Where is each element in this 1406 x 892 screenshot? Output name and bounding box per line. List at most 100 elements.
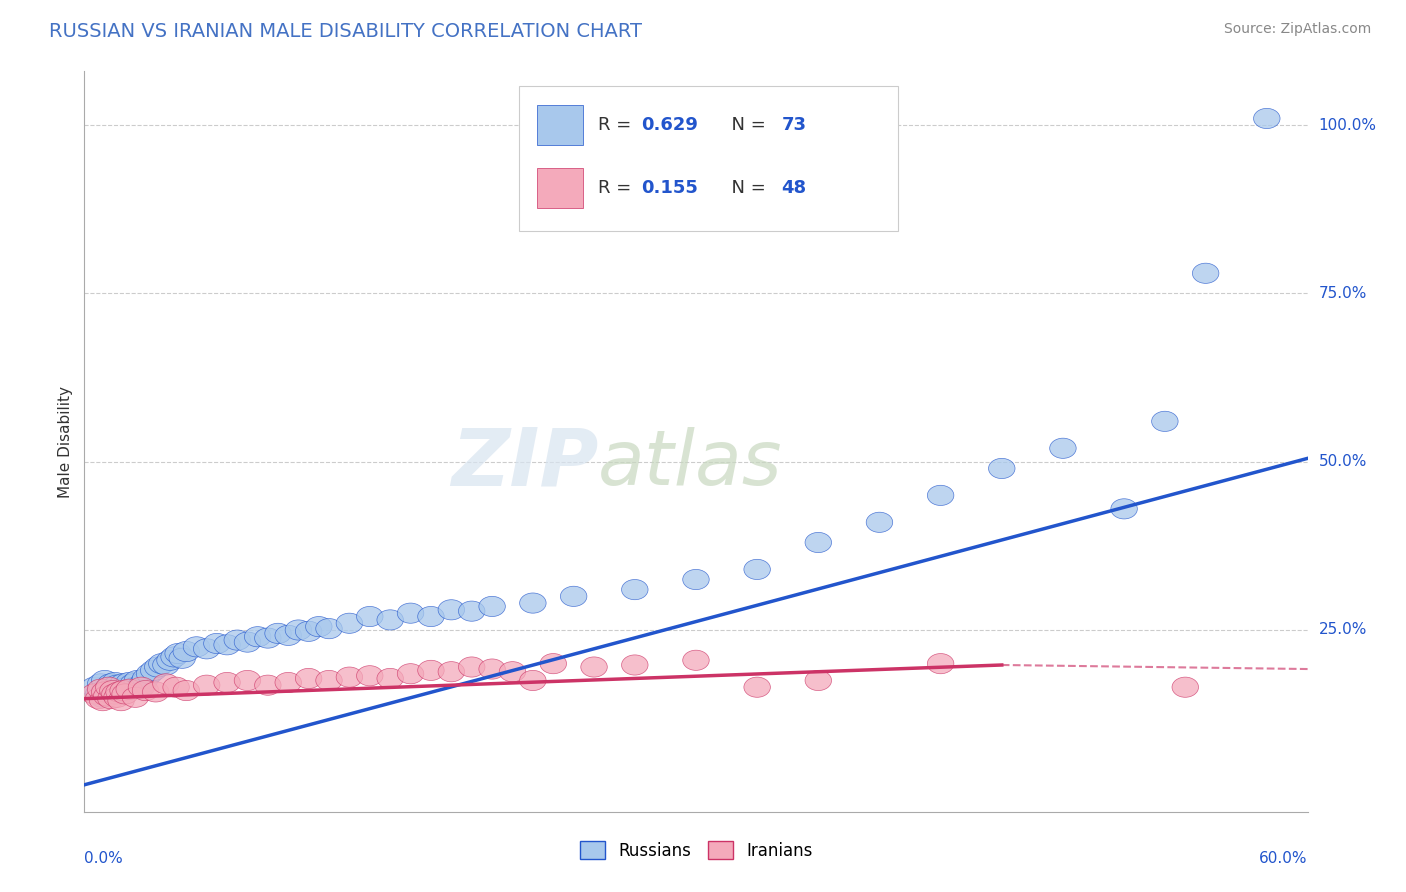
Text: 73: 73: [782, 116, 807, 134]
Ellipse shape: [108, 679, 135, 698]
Ellipse shape: [214, 673, 240, 692]
Ellipse shape: [105, 684, 132, 704]
Ellipse shape: [194, 639, 219, 659]
Ellipse shape: [418, 607, 444, 626]
Text: 75.0%: 75.0%: [1319, 286, 1367, 301]
Ellipse shape: [621, 580, 648, 599]
Ellipse shape: [156, 650, 183, 671]
Ellipse shape: [131, 673, 156, 692]
Ellipse shape: [145, 657, 172, 677]
Ellipse shape: [173, 681, 200, 701]
Ellipse shape: [928, 654, 953, 673]
Ellipse shape: [458, 657, 485, 677]
Ellipse shape: [581, 657, 607, 677]
Ellipse shape: [439, 662, 464, 681]
Ellipse shape: [101, 673, 128, 692]
Text: 60.0%: 60.0%: [1260, 851, 1308, 865]
Ellipse shape: [264, 624, 291, 643]
Ellipse shape: [124, 671, 150, 690]
Ellipse shape: [305, 616, 332, 637]
Ellipse shape: [127, 679, 153, 698]
Text: 25.0%: 25.0%: [1319, 623, 1367, 638]
Ellipse shape: [928, 485, 953, 506]
Ellipse shape: [112, 684, 138, 704]
Ellipse shape: [254, 628, 281, 648]
Ellipse shape: [173, 641, 200, 662]
Ellipse shape: [110, 681, 136, 701]
Ellipse shape: [142, 681, 169, 702]
Ellipse shape: [806, 533, 831, 553]
Text: N =: N =: [720, 116, 772, 134]
Text: Source: ZipAtlas.com: Source: ZipAtlas.com: [1223, 22, 1371, 37]
Ellipse shape: [128, 677, 155, 698]
Ellipse shape: [136, 664, 163, 684]
Text: R =: R =: [598, 116, 637, 134]
Ellipse shape: [254, 675, 281, 695]
Ellipse shape: [132, 681, 159, 701]
Ellipse shape: [276, 625, 301, 646]
Ellipse shape: [479, 597, 505, 616]
Ellipse shape: [540, 654, 567, 673]
Ellipse shape: [336, 613, 363, 633]
Ellipse shape: [132, 668, 159, 689]
Ellipse shape: [1254, 109, 1279, 128]
Ellipse shape: [439, 599, 464, 620]
Ellipse shape: [398, 664, 423, 684]
Ellipse shape: [169, 648, 195, 668]
Ellipse shape: [153, 655, 179, 675]
Ellipse shape: [87, 679, 114, 699]
Ellipse shape: [108, 690, 135, 711]
Ellipse shape: [683, 650, 709, 671]
Ellipse shape: [245, 627, 271, 647]
Ellipse shape: [100, 681, 127, 701]
Ellipse shape: [153, 673, 179, 694]
Ellipse shape: [101, 679, 128, 699]
Ellipse shape: [561, 586, 586, 607]
Ellipse shape: [115, 673, 142, 692]
Ellipse shape: [204, 633, 231, 654]
Ellipse shape: [122, 687, 149, 707]
Text: 48: 48: [782, 178, 807, 196]
Ellipse shape: [112, 681, 138, 702]
Ellipse shape: [224, 630, 250, 650]
Ellipse shape: [377, 668, 404, 689]
Ellipse shape: [91, 681, 118, 701]
Ellipse shape: [866, 512, 893, 533]
Ellipse shape: [96, 677, 122, 698]
Ellipse shape: [82, 677, 108, 698]
Ellipse shape: [100, 681, 127, 702]
Ellipse shape: [316, 671, 342, 690]
Ellipse shape: [160, 647, 187, 667]
Ellipse shape: [377, 610, 404, 630]
Ellipse shape: [91, 681, 118, 702]
Ellipse shape: [86, 689, 112, 709]
Ellipse shape: [94, 686, 120, 706]
Ellipse shape: [235, 671, 260, 690]
Ellipse shape: [479, 659, 505, 679]
Text: N =: N =: [720, 178, 772, 196]
Ellipse shape: [91, 671, 118, 690]
FancyBboxPatch shape: [519, 87, 898, 230]
Ellipse shape: [141, 660, 167, 681]
Ellipse shape: [683, 569, 709, 590]
Ellipse shape: [520, 671, 546, 690]
Text: ZIP: ZIP: [451, 425, 598, 503]
Ellipse shape: [86, 684, 112, 704]
Ellipse shape: [744, 559, 770, 580]
Bar: [537, 104, 583, 145]
Ellipse shape: [101, 684, 128, 704]
Ellipse shape: [97, 673, 124, 694]
Ellipse shape: [235, 632, 260, 652]
Legend: Russians, Iranians: Russians, Iranians: [574, 835, 818, 866]
Ellipse shape: [357, 607, 382, 626]
Text: 0.0%: 0.0%: [84, 851, 124, 865]
Ellipse shape: [82, 684, 108, 704]
Ellipse shape: [1111, 499, 1137, 519]
Text: 50.0%: 50.0%: [1319, 454, 1367, 469]
Ellipse shape: [194, 675, 219, 695]
Ellipse shape: [104, 687, 131, 707]
Ellipse shape: [94, 684, 120, 704]
Ellipse shape: [520, 593, 546, 613]
Ellipse shape: [87, 673, 114, 694]
Y-axis label: Male Disability: Male Disability: [58, 385, 73, 498]
